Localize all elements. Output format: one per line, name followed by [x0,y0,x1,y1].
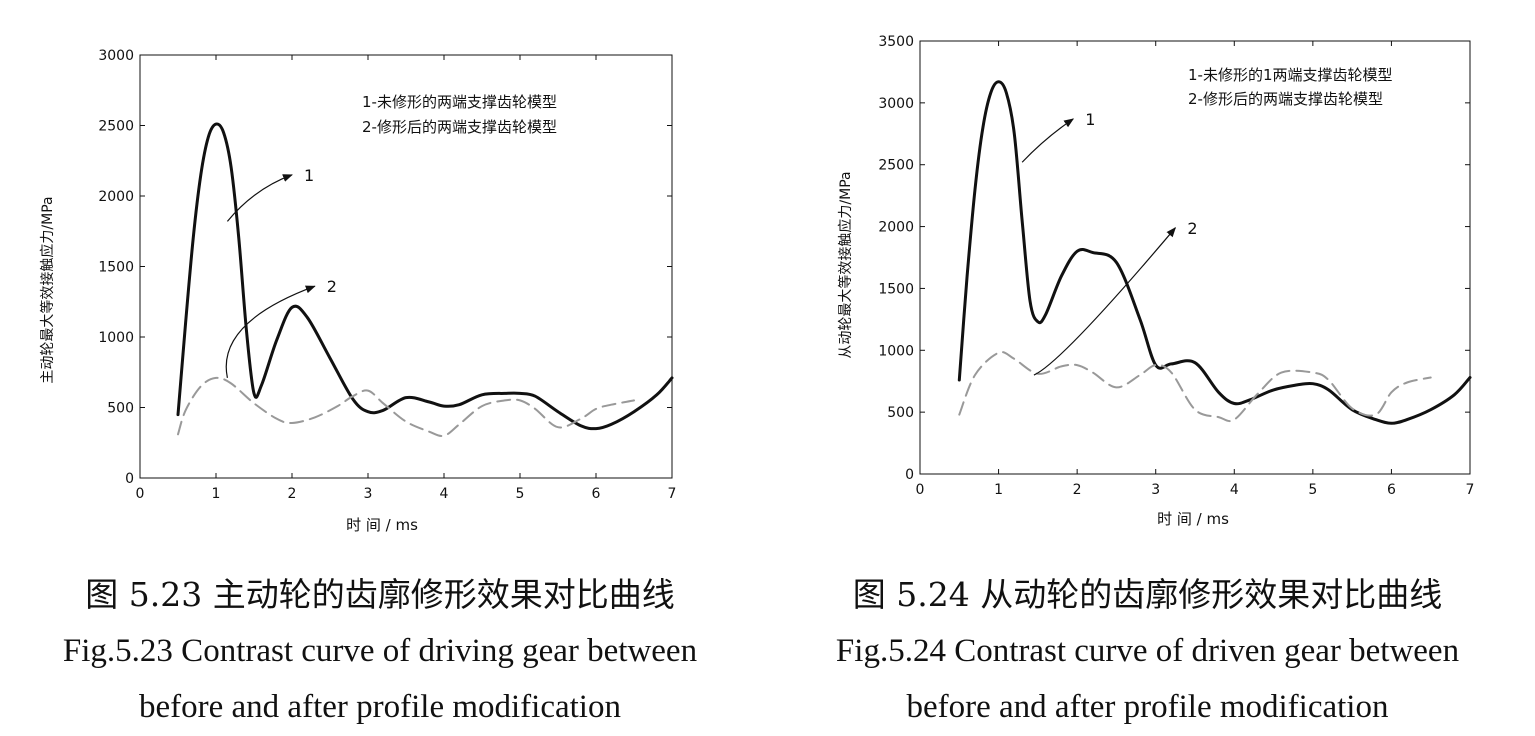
annotation-label-2: 2 [1187,219,1197,238]
chart-driving-gear: 0 1 2 3 4 5 6 7 0 500 1000 1500 2000 2500 3000 1 2 1-未修… [39,48,677,534]
x-tick-label: 5 [516,486,525,502]
legend-line-2: 2-修形后的两端支撑齿轮模型 [1188,90,1383,108]
series-1-line [957,80,1472,425]
y-tick-label: 0 [125,471,134,487]
annotation-label-2: 2 [327,277,337,296]
y-tick-label: 1500 [878,281,914,297]
caption-fig-5-23: 图 5.23 主动轮的齿廓修形效果对比曲线 Fig.5.23 Contrast … [0,575,760,735]
caption-fig-5-24: 图 5.24 从动轮的齿廓修形效果对比曲线 Fig.5.24 Contrast … [760,575,1535,735]
legend-line-1: 1-未修形的1两端支撑齿轮模型 [1188,66,1393,84]
y-tick-label: 3500 [878,34,914,50]
x-axis-label: 时 间 / ms [346,516,418,534]
y-tick-label: 0 [905,467,914,483]
x-tick-label: 1 [994,482,1003,498]
plot-frame [919,40,1471,475]
caption-english-line-1: Fig.5.24 Contrast curve of driven gear b… [835,633,1460,669]
series-2-line [177,376,635,437]
series-1-line [176,122,674,431]
annotation-label-1: 1 [304,166,314,185]
x-tick-label: 1 [212,486,221,502]
caption-english-line-2: before and after profile modification [139,689,621,725]
caption-english-line-1: Fig.5.23 Contrast curve of driving gear … [62,633,698,669]
annotation-arrow-2 [225,285,316,379]
y-axis-label: 从动轮最大等效接触应力/MPa [837,171,854,358]
y-tick-label: 3000 [878,96,914,112]
annotation-arrow-1 [226,174,293,222]
x-tick-label: 7 [1466,482,1475,498]
x-tick-label: 2 [288,486,297,502]
y-tick-label: 2000 [878,220,914,236]
y-tick-label: 1000 [878,343,914,359]
x-tick-label: 0 [916,482,925,498]
caption-chinese: 图 5.23 主动轮的齿廓修形效果对比曲线 [85,575,675,614]
y-tick-label: 2500 [98,119,134,135]
x-tick-label: 7 [668,486,677,502]
x-tick-label: 6 [592,486,601,502]
x-tick-label: 3 [1151,482,1160,498]
annotation-label-1: 1 [1085,110,1095,129]
y-tick-label: 500 [107,401,134,417]
x-tick-label: 4 [1230,482,1239,498]
x-tick-label: 0 [136,486,145,502]
y-tick-label: 2000 [98,189,134,205]
legend-line-1: 1-未修形的两端支撑齿轮模型 [362,93,557,111]
y-tick-label: 3000 [98,48,134,64]
caption-english-line-2: before and after profile modification [906,689,1389,725]
legend-line-2: 2-修形后的两端支撑齿轮模型 [362,118,557,136]
y-tick-label: 2500 [878,158,914,174]
caption-chinese: 图 5.24 从动轮的齿廓修形效果对比曲线 [852,575,1443,614]
x-tick-label: 6 [1387,482,1396,498]
y-tick-label: 1500 [98,260,134,276]
annotation-arrow-2 [1033,227,1177,376]
y-axis-label: 主动轮最大等效接触应力/MPa [39,196,56,383]
x-tick-label: 3 [364,486,373,502]
y-tick-label: 1000 [98,330,134,346]
x-tick-label: 2 [1073,482,1082,498]
y-tick-label: 500 [887,405,914,421]
series-2-line [958,351,1432,423]
x-tick-label: 4 [440,486,449,502]
annotation-arrow-1 [1021,118,1075,163]
x-axis-label: 时 间 / ms [1157,510,1229,528]
x-tick-label: 5 [1308,482,1317,498]
